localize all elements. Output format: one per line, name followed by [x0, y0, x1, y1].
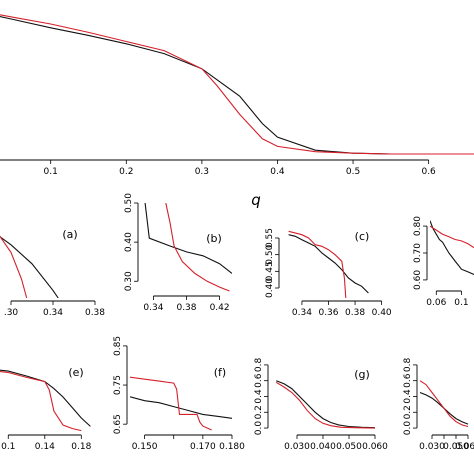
y-tick-label-b-2: 0.50 — [124, 193, 134, 213]
series-line-main-1 — [0, 14, 474, 155]
y-tick-label-d-2: 0.80 — [413, 216, 423, 236]
y-tick-label-g-4: 0.8 — [254, 357, 264, 372]
panel-label-a: (a) — [62, 228, 77, 241]
series-line-c-0 — [288, 234, 369, 294]
series-line-c-1 — [288, 230, 347, 298]
y-tick-label-g-1: 0.2 — [254, 405, 264, 419]
series-line-a-1 — [0, 235, 28, 298]
y-tick-label-b-1: 0.40 — [124, 232, 134, 252]
series-group-main — [0, 14, 474, 155]
y-tick-label-h-4: 0.8 — [403, 357, 413, 372]
panel-a: .30 0.34 0.38 (a) — [0, 228, 105, 318]
x-tick-label-b-0: 0.34 — [143, 303, 163, 313]
y-tick-label-c-1: 0.45 — [265, 261, 275, 281]
series-line-b-1 — [165, 203, 230, 292]
x-tick-label-a-0: .30 — [4, 308, 19, 318]
x-tick-label-b-2: 0.42 — [210, 303, 230, 313]
x-tick-label-h-2: 0.050 — [443, 442, 469, 452]
x-tick-label-e-1: 0.14 — [35, 442, 55, 452]
series-group-b — [144, 203, 232, 292]
panel-label-g: (g) — [354, 368, 370, 381]
y-tick-label-d-1: 0.70 — [413, 243, 423, 263]
x-tick-label-main-4: 0.4 — [270, 167, 285, 177]
panel-label-b: (b) — [206, 232, 222, 245]
x-tick-label-f-3: 0.180 — [219, 442, 245, 452]
series-line-g-0 — [275, 380, 375, 429]
series-group-d — [430, 220, 474, 276]
x-tick-label-c-3: 0.40 — [372, 308, 392, 318]
y-tick-label-h-2: 0.4 — [403, 389, 413, 404]
panel-label-c: (c) — [355, 230, 370, 243]
y-tick-label-f-1: 0.75 — [113, 375, 123, 395]
x-tick-label-main-1: 0.1 — [44, 167, 58, 177]
y-tick-label-b-0: 0.30 — [124, 271, 134, 291]
y-tick-label-g-0: 0.0 — [254, 421, 264, 436]
x-tick-label-f-0: 0.150 — [132, 442, 158, 452]
panel-e: 0.1 0.14 0.18 (e) — [0, 366, 92, 452]
series-line-g-1 — [275, 381, 375, 429]
panel-label-e: (e) — [68, 366, 83, 379]
panel-b: 0.34 0.38 0.42 0.30 0.40 0.50 (b) — [124, 193, 232, 313]
y-tick-label-h-0: 0.0 — [403, 421, 413, 436]
x-tick-label-a-1: 0.34 — [43, 308, 63, 318]
panel-main: 0.1 0.2 0.3 0.4 0.5 0.6 q — [0, 14, 474, 209]
panel-c: 0.34 0.36 0.38 0.400.400.450.500.55 (c) — [265, 228, 392, 318]
x-tick-label-b-1: 0.38 — [176, 303, 196, 313]
x-axis-label-main: q — [251, 191, 261, 209]
y-tick-label-c-2: 0.50 — [265, 244, 275, 264]
series-line-f-1 — [130, 376, 212, 431]
x-tick-label-d-0: 0.06 — [426, 298, 446, 308]
x-tick-label-c-2: 0.38 — [345, 308, 365, 318]
series-line-d-0 — [430, 220, 474, 276]
x-tick-label-g-0: 0.030 — [284, 442, 310, 452]
x-tick-label-e-0: 0.1 — [1, 442, 15, 452]
series-group-e — [0, 369, 91, 432]
series-line-h-1 — [420, 380, 469, 428]
series-group-a — [0, 235, 59, 298]
y-tick-label-g-2: 0.4 — [254, 389, 264, 404]
y-tick-label-h-3: 0.6 — [403, 373, 413, 388]
y-tick-label-h-1: 0.2 — [403, 405, 413, 419]
x-tick-label-a-2: 0.38 — [85, 308, 105, 318]
x-tick-label-c-0: 0.34 — [292, 308, 312, 318]
y-tick-label-g-3: 0.6 — [254, 373, 264, 388]
y-tick-label-d-0: 0.60 — [413, 270, 423, 290]
x-tick-label-main-5: 0.5 — [346, 167, 360, 177]
series-line-f-0 — [130, 396, 232, 419]
panel-d: 0.06 0.1 0.60 0.70 0.80 — [413, 216, 474, 308]
x-tick-label-c-1: 0.36 — [318, 308, 338, 318]
panel-label-f: (f) — [214, 366, 226, 379]
x-tick-label-h-0: 0.030 — [419, 442, 445, 452]
x-tick-label-g-3: 0.060 — [362, 442, 388, 452]
series-line-d-1 — [430, 225, 474, 249]
y-tick-label-c-3: 0.55 — [265, 228, 275, 248]
series-line-e-0 — [0, 369, 91, 427]
x-tick-label-main-2: 0.2 — [119, 167, 133, 177]
panel-g: 0.030 0.040 0.050 0.060 0.0 0.20.40.60.8 (g) — [254, 357, 388, 452]
series-line-b-0 — [144, 203, 232, 274]
x-tick-label-main-3: 0.3 — [195, 167, 209, 177]
series-group-c — [288, 230, 369, 298]
y-tick-label-f-0: 0.65 — [113, 414, 123, 434]
series-group-h — [420, 380, 469, 428]
x-tick-label-g-1: 0.040 — [310, 442, 336, 452]
x-tick-label-g-2: 0.050 — [336, 442, 362, 452]
x-tick-label-d-1: 0.1 — [454, 298, 468, 308]
series-group-g — [275, 380, 375, 429]
x-tick-label-main-6: 0.6 — [421, 167, 436, 177]
series-line-e-1 — [0, 370, 82, 432]
x-tick-label-f-2: 0.170 — [190, 442, 216, 452]
series-line-a-0 — [0, 236, 59, 298]
series-group-f — [130, 376, 232, 431]
y-tick-label-c-0: 0.40 — [265, 278, 275, 298]
y-tick-label-f-2: 0.85 — [113, 336, 123, 356]
x-tick-label-e-2: 0.18 — [71, 442, 91, 452]
panel-f: 0.150 0.170 0.180 0.65 0.75 0.85 (f) — [113, 336, 245, 452]
x-tick-label-h-3: 0.060 — [455, 442, 474, 452]
